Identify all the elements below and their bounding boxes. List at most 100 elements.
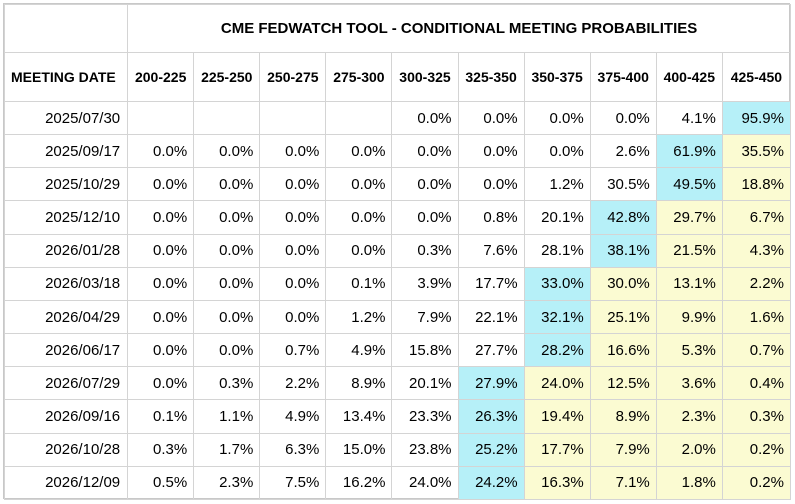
probability-cell: 5.3% (655, 333, 723, 368)
probability-cell: 0.7% (259, 333, 327, 368)
probability-cell: 16.3% (523, 465, 591, 501)
probability-cell: 3.9% (391, 266, 459, 301)
probability-cell: 19.4% (523, 399, 591, 434)
probability-cell: 1.7% (193, 432, 261, 467)
probability-cell: 16.2% (325, 465, 393, 501)
probability-cell: 0.0% (127, 200, 195, 235)
column-header: 200-225 (127, 52, 195, 102)
table-row: 2026/01/28 0.0% 0.0% 0.0% 0.0% 0.3% 7.6% 28.1% 3… (3, 233, 792, 268)
table-row: 2026/10/28 0.3% 1.7% 6.3% 15.0% 23.8% 25.2% 17.… (3, 432, 792, 467)
probability-cell: 17.7% (457, 266, 525, 301)
probability-cell: 4.9% (259, 399, 327, 434)
probability-cell: 0.0% (325, 134, 393, 169)
probability-cell: 0.0% (259, 299, 327, 335)
probability-cell: 1.6% (721, 299, 792, 335)
probability-cell: 23.3% (391, 399, 459, 434)
probability-cell: 30.5% (589, 167, 657, 202)
probability-cell: 6.3% (259, 432, 327, 467)
probability-cell: 20.1% (391, 366, 459, 401)
probability-cell: 4.9% (325, 333, 393, 368)
probability-cell: 0.0% (523, 134, 591, 169)
probability-cell: 27.9% (457, 366, 525, 401)
probability-cell: 0.0% (127, 167, 195, 202)
probability-cell: 0.0% (193, 200, 261, 235)
meeting-date-cell: 2026/10/28 (3, 432, 129, 467)
probability-cell: 26.3% (457, 399, 525, 434)
probability-cell: 15.8% (391, 333, 459, 368)
probability-cell: 2.2% (721, 266, 792, 301)
probability-cell: 49.5% (655, 167, 723, 202)
probability-cell: 0.5% (127, 465, 195, 501)
probability-cell: 13.4% (325, 399, 393, 434)
meeting-date-cell: 2026/12/09 (3, 465, 129, 501)
probability-cell: 0.2% (721, 432, 792, 467)
probability-cell: 0.0% (457, 134, 525, 169)
probability-cell: 23.8% (391, 432, 459, 467)
probability-cell: 0.0% (391, 100, 459, 136)
meeting-date-header: MEETING DATE (3, 52, 129, 102)
table-row: 2025/07/30 0.0% 0.0% 0.0% 0.0% 4.1% 95.9% (3, 100, 792, 136)
probability-cell: 29.7% (655, 200, 723, 235)
probability-cell: 21.5% (655, 233, 723, 268)
column-header: 250-275 (259, 52, 327, 102)
probability-cell (259, 100, 327, 136)
column-header: 400-425 (655, 52, 723, 102)
probability-cell: 32.1% (523, 299, 591, 335)
table-title: CME FEDWATCH TOOL - CONDITIONAL MEETING … (127, 4, 791, 53)
probability-cell: 0.7% (721, 333, 792, 368)
probability-cell: 0.1% (325, 266, 393, 301)
probability-cell: 2.0% (655, 432, 723, 467)
column-header: 350-375 (523, 52, 591, 102)
column-header: 375-400 (589, 52, 657, 102)
probability-cell: 35.5% (721, 134, 792, 169)
meeting-date-cell: 2025/07/30 (3, 100, 129, 136)
probability-table: CME FEDWATCH TOOL - CONDITIONAL MEETING … (3, 4, 792, 501)
probability-cell: 0.0% (391, 134, 459, 169)
probability-cell: 0.0% (259, 167, 327, 202)
probability-cell: 95.9% (721, 100, 792, 136)
probability-cell: 0.0% (523, 100, 591, 136)
probability-cell: 4.1% (655, 100, 723, 136)
probability-cell: 24.0% (523, 366, 591, 401)
probability-cell: 28.1% (523, 233, 591, 268)
probability-cell: 0.0% (457, 167, 525, 202)
probability-cell: 28.2% (523, 333, 591, 368)
probability-cell: 24.0% (391, 465, 459, 501)
probability-cell: 25.1% (589, 299, 657, 335)
probability-cell: 0.3% (391, 233, 459, 268)
probability-cell: 0.0% (391, 167, 459, 202)
probability-cell: 16.6% (589, 333, 657, 368)
meeting-date-cell: 2025/09/17 (3, 134, 129, 169)
probability-cell: 8.9% (325, 366, 393, 401)
probability-cell: 0.0% (193, 333, 261, 368)
probability-cell: 0.0% (325, 167, 393, 202)
probability-cell: 61.9% (655, 134, 723, 169)
meeting-date-cell: 2026/09/16 (3, 399, 129, 434)
probability-cell: 20.1% (523, 200, 591, 235)
probability-cell: 1.1% (193, 399, 261, 434)
meeting-date-cell: 2026/04/29 (3, 299, 129, 335)
probability-cell: 0.0% (127, 333, 195, 368)
meeting-date-cell: 2025/12/10 (3, 200, 129, 235)
probability-cell: 0.0% (127, 266, 195, 301)
column-header: 275-300 (325, 52, 393, 102)
probability-cell: 0.0% (325, 233, 393, 268)
fedwatch-table-frame: CME FEDWATCH TOOL - CONDITIONAL MEETING … (3, 3, 792, 501)
probability-cell: 12.5% (589, 366, 657, 401)
probability-cell: 24.2% (457, 465, 525, 501)
table-row: 2025/10/29 0.0% 0.0% 0.0% 0.0% 0.0% 0.0% 1.2% 30… (3, 167, 792, 202)
column-header: 325-350 (457, 52, 525, 102)
probability-cell: 0.0% (127, 233, 195, 268)
table-body: 2025/07/30 0.0% 0.0% 0.0% 0.0% 4.1% 95.9% 2025/… (3, 100, 792, 501)
probability-cell: 6.7% (721, 200, 792, 235)
probability-cell: 38.1% (589, 233, 657, 268)
probability-cell: 0.0% (325, 200, 393, 235)
table-row: 2026/09/16 0.1% 1.1% 4.9% 13.4% 23.3% 26.3% 19.… (3, 399, 792, 434)
probability-cell: 13.1% (655, 266, 723, 301)
probability-cell: 0.0% (127, 366, 195, 401)
probability-cell: 9.9% (655, 299, 723, 335)
probability-cell: 7.1% (589, 465, 657, 501)
probability-cell (325, 100, 393, 136)
probability-cell (193, 100, 261, 136)
meeting-date-cell: 2026/07/29 (3, 366, 129, 401)
